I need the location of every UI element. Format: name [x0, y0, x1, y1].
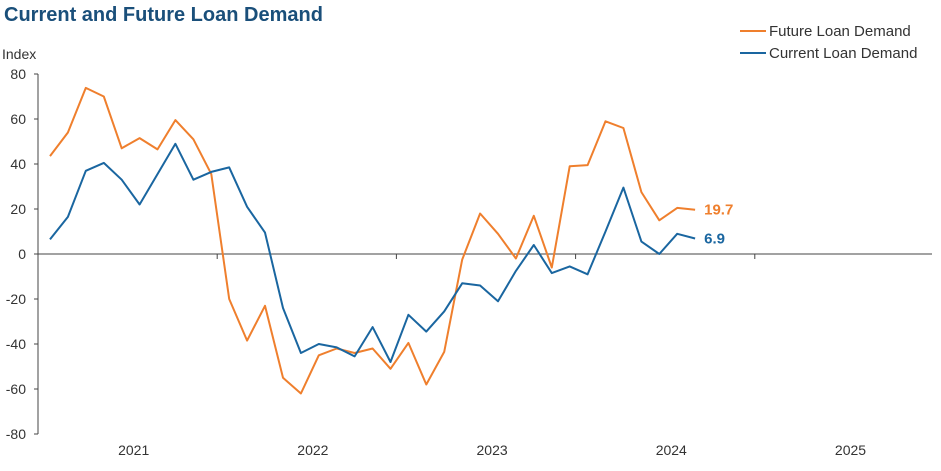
legend-label: Future Loan Demand — [769, 23, 911, 40]
y-axis-label: Index — [2, 46, 36, 62]
y-axis: 80 60 40 20 0 -20 -40 -60 -80 — [6, 66, 39, 442]
y-tick-label: 40 — [10, 156, 26, 172]
x-tick-label: 2021 — [118, 442, 149, 458]
x-axis: 2021 2022 2023 2024 2025 — [38, 253, 932, 458]
series-line-current-loan-demand — [49, 142, 696, 363]
end-value-label: 6.9 — [704, 230, 725, 247]
y-tick-label: -20 — [6, 291, 26, 307]
series-group: 19.7 6.9 — [49, 86, 733, 395]
chart-title: Current and Future Loan Demand — [4, 4, 323, 26]
x-tick-label: 2022 — [297, 442, 328, 458]
x-tick-label: 2025 — [835, 442, 866, 458]
legend-label: Current Loan Demand — [769, 45, 917, 62]
x-tick-label: 2024 — [656, 442, 687, 458]
y-tick-label: 0 — [18, 246, 26, 262]
y-tick-label: 80 — [10, 66, 26, 82]
y-tick-label: -60 — [6, 381, 26, 397]
y-tick-label: 60 — [10, 111, 26, 127]
y-tick-label: -40 — [6, 336, 26, 352]
end-value-label: 19.7 — [704, 202, 733, 219]
y-tick-label: -80 — [6, 426, 26, 442]
x-tick-label: 2023 — [477, 442, 508, 458]
series-line-future-loan-demand — [49, 86, 696, 395]
legend: Future Loan Demand Current Loan Demand — [740, 23, 917, 62]
y-tick-label: 20 — [10, 201, 26, 217]
